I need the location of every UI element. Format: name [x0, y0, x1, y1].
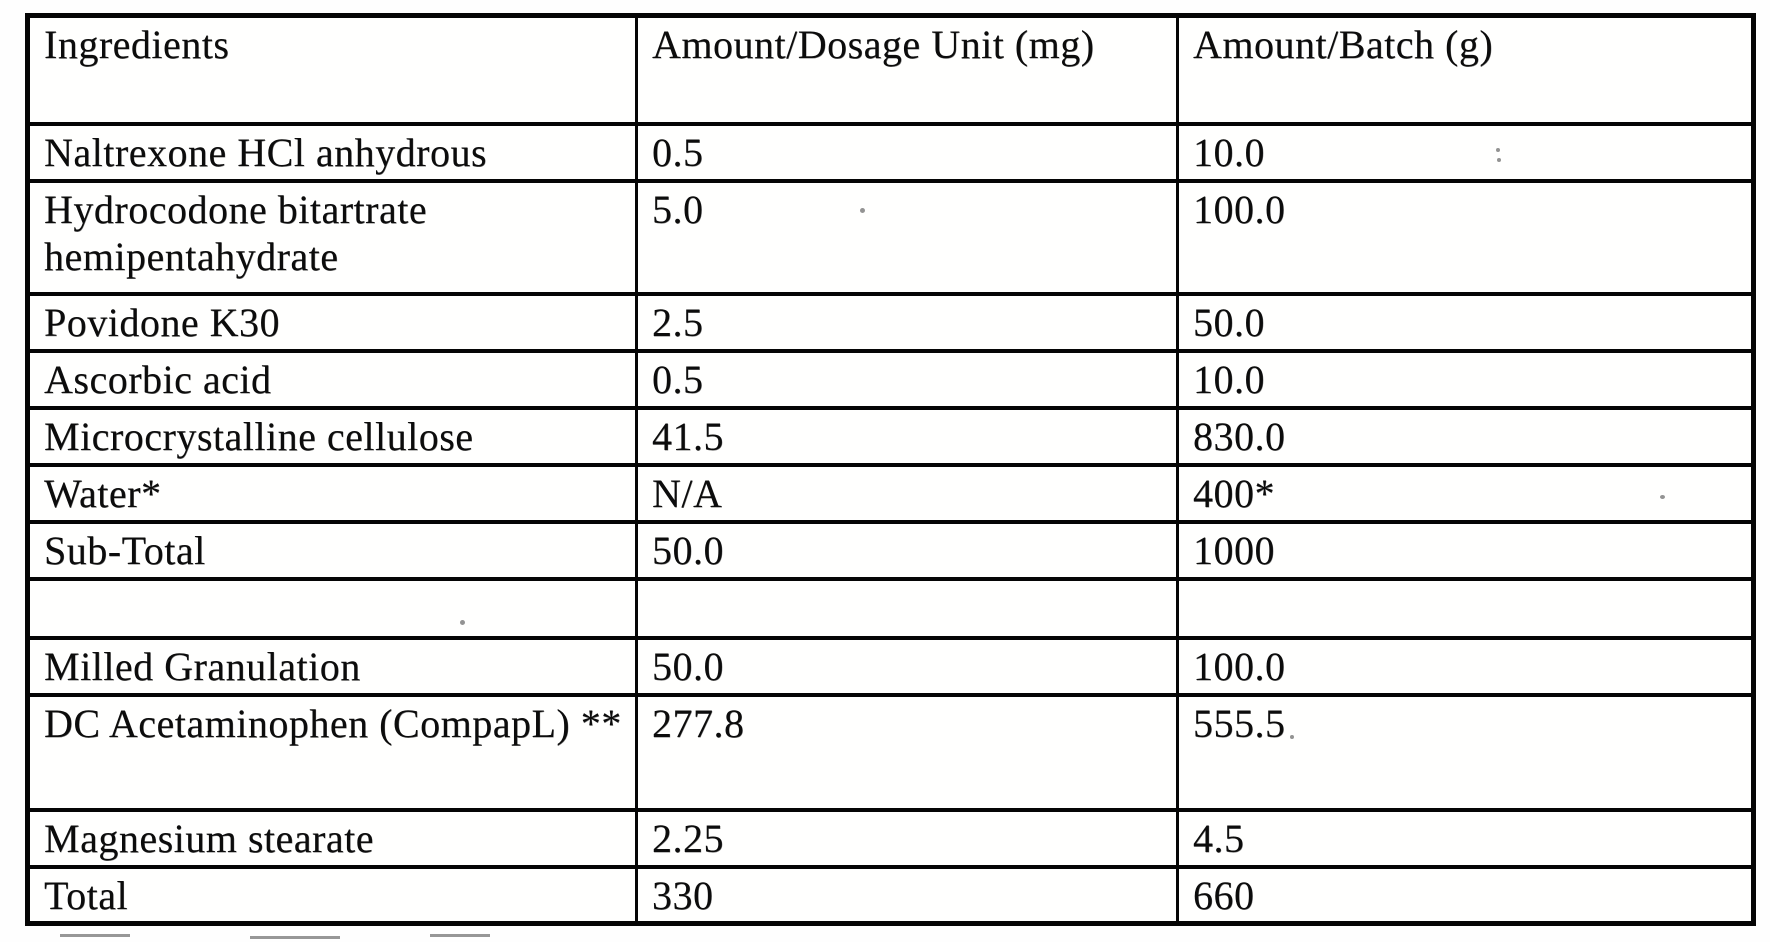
scan-speckle — [1290, 735, 1294, 739]
table-row: Milled Granulation 50.0 100.0 — [26, 635, 1755, 697]
ingredient-cell: Sub-Total — [26, 519, 638, 581]
batch-cell: 830.0 — [1176, 405, 1755, 467]
column-header-batch: Amount/Batch (g) — [1176, 13, 1755, 126]
ingredient-cell: Water* — [26, 462, 638, 524]
scan-speckle — [460, 620, 465, 625]
ingredient-cell: Ascorbic acid — [26, 348, 638, 410]
batch-cell: 1000 — [1176, 519, 1755, 581]
ingredient-cell: Total — [26, 864, 638, 926]
scan-artifact-line — [250, 936, 340, 939]
ingredient-cell: Povidone K30 — [26, 291, 638, 353]
table-header-row: Ingredients Amount/Dosage Unit (mg) Amou… — [26, 13, 1755, 126]
dosage-cell: 2.25 — [635, 807, 1179, 869]
table-row: Magnesium stearate 2.25 4.5 — [26, 807, 1755, 869]
batch-cell: 50.0 — [1176, 291, 1755, 353]
ingredient-cell: Hydrocodone bitartrate hemipentahydrate — [26, 178, 638, 296]
table-row: Water* N/A 400* — [26, 462, 1755, 524]
dosage-cell: 41.5 — [635, 405, 1179, 467]
batch-cell: 100.0 — [1176, 635, 1755, 697]
ingredient-cell: Milled Granulation — [26, 635, 638, 697]
table-row: Naltrexone HCl anhydrous 0.5 10.0 — [26, 121, 1755, 183]
ingredient-cell: Microcrystalline cellulose — [26, 405, 638, 467]
batch-cell — [1176, 576, 1755, 640]
table-row: Ascorbic acid 0.5 10.0 — [26, 348, 1755, 410]
dosage-cell: 50.0 — [635, 635, 1179, 697]
scan-speckle — [860, 208, 865, 213]
dosage-cell: 5.0 — [635, 178, 1179, 296]
batch-cell: 660 — [1176, 864, 1755, 926]
scan-artifact-line — [430, 934, 490, 937]
batch-cell: 4.5 — [1176, 807, 1755, 869]
ingredient-cell: DC Acetaminophen (CompapL) ** — [26, 692, 638, 812]
batch-cell: 10.0 — [1176, 348, 1755, 410]
ingredient-cell: Magnesium stearate — [26, 807, 638, 869]
table-row: Sub-Total 50.0 1000 — [26, 519, 1755, 581]
table-row: Povidone K30 2.5 50.0 — [26, 291, 1755, 353]
scan-speckle — [1660, 495, 1665, 499]
dosage-cell — [635, 576, 1179, 640]
batch-cell: 10.0 — [1176, 121, 1755, 183]
dosage-cell: 2.5 — [635, 291, 1179, 353]
dosage-cell: 330 — [635, 864, 1179, 926]
dosage-cell: 0.5 — [635, 348, 1179, 410]
column-header-dosage-unit: Amount/Dosage Unit (mg) — [635, 13, 1179, 126]
table-row: Microcrystalline cellulose 41.5 830.0 — [26, 405, 1755, 467]
batch-cell: 555.5 — [1176, 692, 1755, 812]
table-row-empty — [26, 576, 1755, 640]
dosage-cell: 50.0 — [635, 519, 1179, 581]
scan-artifact-line — [60, 934, 130, 937]
dosage-cell: N/A — [635, 462, 1179, 524]
scan-speckle — [1496, 148, 1500, 152]
ingredient-cell: Naltrexone HCl anhydrous — [26, 121, 638, 183]
batch-cell: 100.0 — [1176, 178, 1755, 296]
table-row: DC Acetaminophen (CompapL) ** 277.8 555.… — [26, 692, 1755, 812]
table-row: Hydrocodone bitartrate hemipentahydrate … — [26, 178, 1755, 296]
ingredient-cell — [26, 576, 638, 640]
batch-cell: 400* — [1176, 462, 1755, 524]
scan-speckle — [1497, 158, 1501, 162]
dosage-cell: 277.8 — [635, 692, 1179, 812]
formulation-table: Ingredients Amount/Dosage Unit (mg) Amou… — [25, 13, 1756, 926]
table-row: Total 330 660 — [26, 864, 1755, 926]
dosage-cell: 0.5 — [635, 121, 1179, 183]
column-header-ingredients: Ingredients — [26, 13, 638, 126]
